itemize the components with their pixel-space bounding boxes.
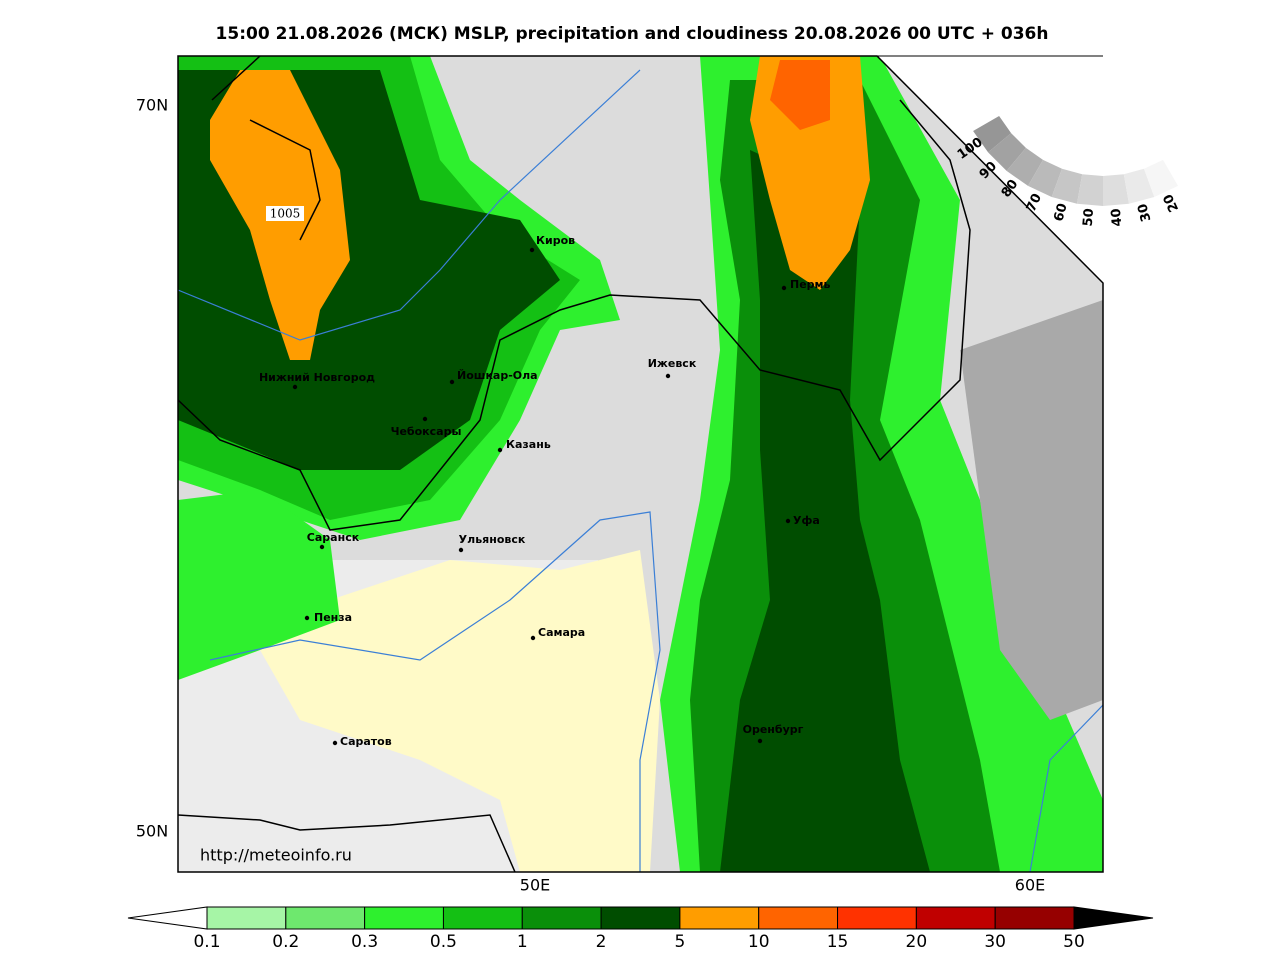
city-label: Нижний Новгород (259, 371, 375, 384)
colorbar-label: 5 (674, 932, 685, 952)
colorbar-label: 2 (596, 932, 607, 952)
city-dot (529, 247, 535, 253)
colorbar-label: 0.2 (272, 932, 299, 952)
colorbar-box (364, 906, 444, 930)
city-dot (530, 635, 536, 641)
title: 15:00 21.08.2026 (МСК) MSLP, precipitati… (216, 24, 1049, 44)
cloud-label: 20 (1161, 191, 1182, 214)
city-label: Казань (506, 438, 551, 451)
city-dot (304, 615, 310, 621)
cloud-swatch (988, 133, 1026, 171)
cloud-swatch (1123, 168, 1155, 204)
colorbar-label: 15 (827, 932, 849, 952)
colorbar-box (994, 906, 1075, 930)
lat-label: 50N (136, 822, 168, 841)
cloud-swatch (1077, 174, 1103, 206)
colorbar-arrow-low (127, 906, 208, 930)
city-dot (449, 379, 455, 385)
city-label: Уфа (793, 514, 820, 527)
cloud-swatch (1028, 159, 1062, 197)
colorbar-label: 0.5 (430, 932, 457, 952)
cloud-swatch (973, 116, 1012, 153)
cloud-label: 50 (1081, 208, 1098, 227)
city-dot (497, 447, 503, 453)
city-dot (332, 740, 338, 746)
colorbar-box (837, 906, 917, 930)
lon-label: 50E (520, 876, 550, 895)
cloud-swatch (1006, 147, 1043, 186)
cloud-swatch (1051, 168, 1083, 204)
isobar-label: 1005 (270, 207, 301, 221)
colorbar-box (758, 906, 839, 930)
city-label: Ульяновск (459, 533, 526, 546)
city-label: Пермь (790, 278, 831, 291)
colorbar-box (206, 906, 287, 930)
cloud-swatch (1144, 159, 1178, 197)
url: http://meteoinfo.ru (200, 846, 352, 865)
cloud-label: 70 (1024, 191, 1045, 214)
colorbar-box (679, 906, 760, 930)
city-dot (319, 544, 325, 550)
city-dot (665, 373, 671, 379)
city-label: Чебоксары (391, 425, 462, 438)
cloud-swatch (1103, 174, 1129, 206)
colorbar-label: 0.3 (351, 932, 378, 952)
lat-label: 70N (136, 96, 168, 115)
city-dot (785, 518, 791, 524)
city-dot (292, 384, 298, 390)
colorbar-box (442, 906, 523, 930)
city-label: Йошкар-Ола (457, 369, 538, 382)
city-dot (757, 738, 763, 744)
city-label: Оренбург (743, 723, 804, 736)
cloud-label: 40 (1109, 208, 1126, 227)
colorbar-label: 20 (906, 932, 928, 952)
colorbar-box (521, 906, 602, 930)
colorbar-box (285, 906, 366, 930)
city-label: Саранск (307, 531, 360, 544)
colorbar-label: 1 (517, 932, 528, 952)
city-label: Саратов (340, 735, 392, 748)
colorbar-box (915, 906, 996, 930)
city-label: Киров (536, 234, 575, 247)
city-label: Ижевск (648, 357, 697, 370)
lon-label: 60E (1015, 876, 1045, 895)
colorbar: 0.1 0.2 0.3 0.5 1 2 5 10 15 20 30 50 (127, 906, 1154, 952)
city-label: Пенза (314, 611, 352, 624)
colorbar-label: 10 (748, 932, 770, 952)
colorbar-label: 30 (984, 932, 1006, 952)
map-field: 1005 (178, 56, 1103, 872)
cities: Киров Пермь Нижний Новгород Йошкар-Ола Ижевс… (259, 234, 831, 748)
city-dot (422, 416, 428, 422)
cloud-label: 60 (1052, 202, 1071, 223)
cloud-label: 30 (1135, 202, 1154, 223)
colorbar-arrow-high (1073, 906, 1154, 930)
city-dot (781, 285, 787, 291)
colorbar-label: 0.1 (193, 932, 220, 952)
colorbar-box (600, 906, 681, 930)
city-dot (458, 547, 464, 553)
colorbar-label: 50 (1063, 932, 1085, 952)
city-label: Самара (538, 626, 585, 639)
